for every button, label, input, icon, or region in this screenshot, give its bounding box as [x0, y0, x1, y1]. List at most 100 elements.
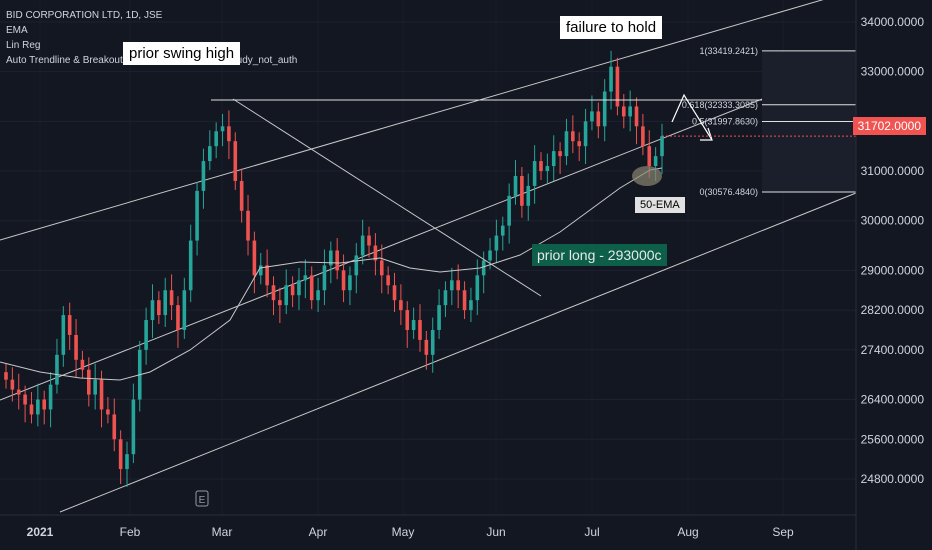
candle-body [208, 146, 212, 162]
candle-body [341, 270, 346, 291]
candle-body [297, 280, 301, 296]
candle-body [462, 290, 467, 311]
candle-body [602, 91, 607, 127]
candle-body [641, 126, 645, 147]
callout-prior-swing-high: prior swing high [123, 42, 241, 65]
x-tick-label: 2021 [27, 525, 54, 539]
fib-label: 0.618(32333.3085) [682, 100, 758, 110]
candle-body [647, 146, 652, 167]
candle-body [61, 315, 66, 355]
event-marker-label: E [199, 495, 206, 506]
fib-label: 0(30576.4840) [699, 187, 758, 197]
candle-body [246, 210, 250, 241]
candle-body [494, 235, 499, 251]
legend-linreg: Lin Reg [6, 40, 41, 51]
candle-body [379, 260, 384, 276]
y-tick-label: 26400.0000 [861, 393, 925, 407]
candle-body [303, 275, 308, 281]
candle-body [322, 265, 327, 291]
candle-body [558, 151, 562, 157]
channel-upper [0, 0, 824, 241]
candle-body [450, 280, 454, 291]
candle-body [653, 156, 658, 167]
candle-body [615, 66, 620, 107]
projection-path [671, 93, 713, 141]
candle-body [373, 245, 378, 261]
candle-body [131, 399, 136, 455]
candle-body [539, 161, 543, 172]
candle-body [220, 126, 225, 132]
x-tick-label: Apr [309, 525, 328, 539]
candle-body [290, 285, 295, 296]
candle-body [475, 275, 480, 301]
candle-body [252, 240, 257, 276]
x-tick-label: Mar [212, 525, 233, 539]
candle-body [99, 379, 104, 410]
candle-body [42, 399, 47, 410]
candle-body [157, 300, 161, 316]
candle-body [29, 404, 34, 415]
candle-body [144, 320, 148, 350]
candle-body [418, 320, 422, 340]
y-tick-label: 24800.0000 [861, 472, 925, 486]
fib-label: 0.5(31997.8630) [692, 116, 758, 126]
candle-body [545, 166, 550, 172]
candle-body [520, 175, 524, 206]
candle-body [609, 66, 613, 92]
candle-body [405, 310, 410, 330]
candles [4, 50, 664, 487]
y-tick-label: 33000.0000 [861, 65, 925, 79]
candle-body [316, 290, 320, 301]
candle-body [513, 175, 518, 196]
candle-body [526, 185, 531, 206]
candle-body [74, 334, 78, 360]
x-tick-label: Aug [677, 525, 698, 539]
callout-failure-to-hold: failure to hold [560, 16, 663, 39]
candle-body [329, 250, 333, 266]
candle-body [456, 280, 460, 291]
y-tick-label: 28200.0000 [861, 303, 925, 317]
candle-body [634, 106, 639, 127]
candle-body [411, 320, 416, 330]
candle-body [284, 285, 289, 306]
candle-body [500, 225, 505, 236]
candle-body [590, 111, 594, 122]
candle-body [80, 359, 85, 370]
candle-body [233, 141, 238, 181]
candle-body [182, 290, 187, 330]
y-tick-label: 30000.0000 [861, 214, 925, 228]
candle-body [188, 240, 193, 291]
x-tick-label: Feb [120, 525, 141, 539]
y-tick-label: 29000.0000 [861, 263, 925, 277]
candle-body [169, 290, 174, 306]
candle-body [239, 180, 244, 211]
candle-body [23, 394, 27, 405]
candle-body [227, 126, 231, 142]
candle-body [437, 305, 441, 330]
candle-body [532, 161, 537, 186]
candle-body [386, 275, 390, 286]
candle-body [258, 265, 263, 276]
candle-body [125, 454, 129, 470]
candle-body [67, 315, 72, 335]
x-axis: 2021 Feb Mar Apr May Jun Jul Aug Sep E [0, 490, 856, 539]
candle-body [335, 250, 339, 271]
ema-50-line [0, 167, 663, 381]
candle-body [48, 384, 53, 410]
candle-body [354, 255, 359, 276]
overlays: 1(33419.2421) 0.618(32333.3085) 0.5(31997.… [0, 46, 856, 381]
candle-body [271, 285, 276, 301]
candle-body [564, 131, 569, 157]
candle-body [577, 141, 582, 147]
trendline-down [232, 98, 542, 297]
candle-body [163, 290, 168, 316]
candle-body [367, 235, 371, 246]
candle-body [424, 339, 429, 355]
channel-mid [0, 61, 857, 401]
channel-lower [59, 192, 857, 513]
x-tick-label: Jun [486, 525, 505, 539]
candle-body [621, 106, 626, 117]
x-tick-label: May [392, 525, 415, 539]
y-tick-label: 34000.0000 [861, 15, 925, 29]
